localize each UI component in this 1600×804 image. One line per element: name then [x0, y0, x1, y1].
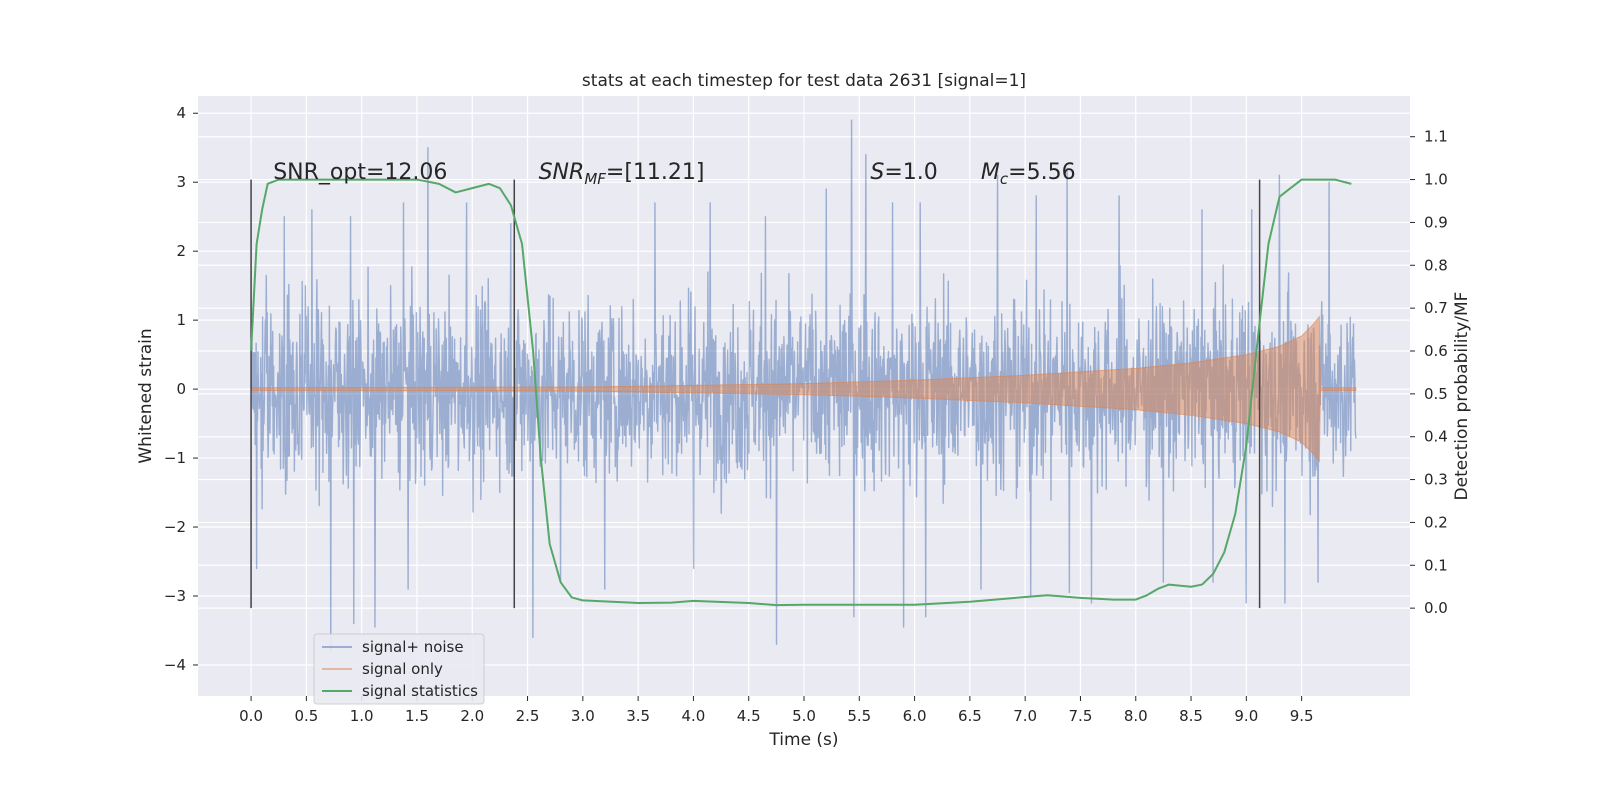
- x-axis-label: Time (s): [768, 730, 838, 750]
- x-tick-label: 9.5: [1290, 707, 1314, 725]
- y2-tick-label: 0.9: [1424, 213, 1448, 231]
- x-tick-label: 1.5: [405, 707, 429, 725]
- annotations: SNR_opt=12.06 SNRMF=[11.21] S=1.0 Mc=5.56: [273, 160, 1075, 188]
- signal-only-line: [250, 315, 1357, 463]
- x-tick-label: 7.5: [1069, 707, 1093, 725]
- y2-tick-label: 0.4: [1424, 428, 1448, 446]
- x-tick-label: 4.0: [681, 707, 705, 725]
- x-tick-label: 2.0: [460, 707, 484, 725]
- x-tick-label: 0.5: [294, 707, 318, 725]
- x-tick-label: 5.0: [792, 707, 816, 725]
- x-tick-label: 8.5: [1179, 707, 1203, 725]
- annotation-1: SNRMF=[11.21]: [539, 160, 705, 188]
- annotation-3: Mc=5.56: [981, 160, 1076, 188]
- x-tick-label: 1.0: [350, 707, 374, 725]
- x-tick-label: 7.0: [1013, 707, 1037, 725]
- x-axis-ticks: 0.0 0.5 1.0 1.5 2.0 2.5 3.0 3.5 4.0 4.5 5.0 5.5 6.0 6…: [239, 696, 1314, 725]
- x-tick-label: 8.0: [1124, 707, 1148, 725]
- x-tick-label: 6.5: [958, 707, 982, 725]
- y-tick-label: −1: [164, 449, 186, 467]
- y2-tick-label: 0.2: [1424, 513, 1448, 531]
- annotation-2: S=1.0: [870, 160, 937, 185]
- signal-statistics-line: [250, 178, 1352, 607]
- x-tick-label: 3.5: [626, 707, 650, 725]
- y-axis-label: Whitened strain: [136, 328, 156, 463]
- y-tick-label: −3: [164, 587, 186, 605]
- y2-tick-label: 1.1: [1424, 128, 1448, 146]
- x-tick-label: 2.5: [516, 707, 540, 725]
- vertical-markers: [250, 179, 1261, 609]
- y2-tick-label: 0.8: [1424, 256, 1448, 274]
- legend-label-signal-statistics: signal statistics: [362, 682, 478, 700]
- y-tick-label: 2: [176, 242, 186, 260]
- chart-title: stats at each timestep for test data 263…: [582, 71, 1026, 91]
- y-tick-label: 1: [176, 311, 186, 329]
- legend-label-signal-only: signal only: [362, 660, 443, 678]
- x-tick-label: 3.0: [571, 707, 595, 725]
- y2-tick-label: 0.5: [1424, 385, 1448, 403]
- legend: signal+ noise signal only signal statist…: [313, 633, 485, 705]
- y2-tick-label: 1.0: [1424, 171, 1448, 189]
- legend-label-signal-plus-noise: signal+ noise: [362, 638, 464, 656]
- x-tick-label: 9.0: [1234, 707, 1258, 725]
- y2-axis-ticks: 1.1 1.0 0.9 0.8 0.7 0.6 0.5 0.4 0.3 0.2 0.1 0.0: [1410, 128, 1448, 617]
- y-axis-ticks: 4 3 2 1 0 −1 −2 −3 −4: [164, 104, 198, 674]
- y-tick-label: 3: [176, 173, 186, 191]
- y2-axis-label: Detection probability/MF: [1452, 292, 1472, 501]
- y-tick-label: 4: [176, 104, 186, 122]
- y-tick-label: −2: [164, 518, 186, 536]
- series-signal-statistics: [250, 178, 1352, 607]
- y-tick-label: −4: [164, 656, 186, 674]
- series-signal-only: [250, 315, 1357, 463]
- y2-tick-label: 0.6: [1424, 342, 1448, 360]
- y2-tick-label: 0.7: [1424, 299, 1448, 317]
- y2-tick-label: 0.1: [1424, 556, 1448, 574]
- annotation-0: SNR_opt=12.06: [273, 160, 447, 185]
- y2-tick-label: 0.0: [1424, 599, 1448, 617]
- legend-box: [313, 633, 485, 705]
- y2-tick-label: 0.3: [1424, 471, 1448, 489]
- x-tick-label: 5.5: [847, 707, 871, 725]
- x-tick-label: 0.0: [239, 707, 263, 725]
- y-tick-label: 0: [176, 380, 186, 398]
- x-tick-label: 4.5: [737, 707, 761, 725]
- x-tick-label: 6.0: [903, 707, 927, 725]
